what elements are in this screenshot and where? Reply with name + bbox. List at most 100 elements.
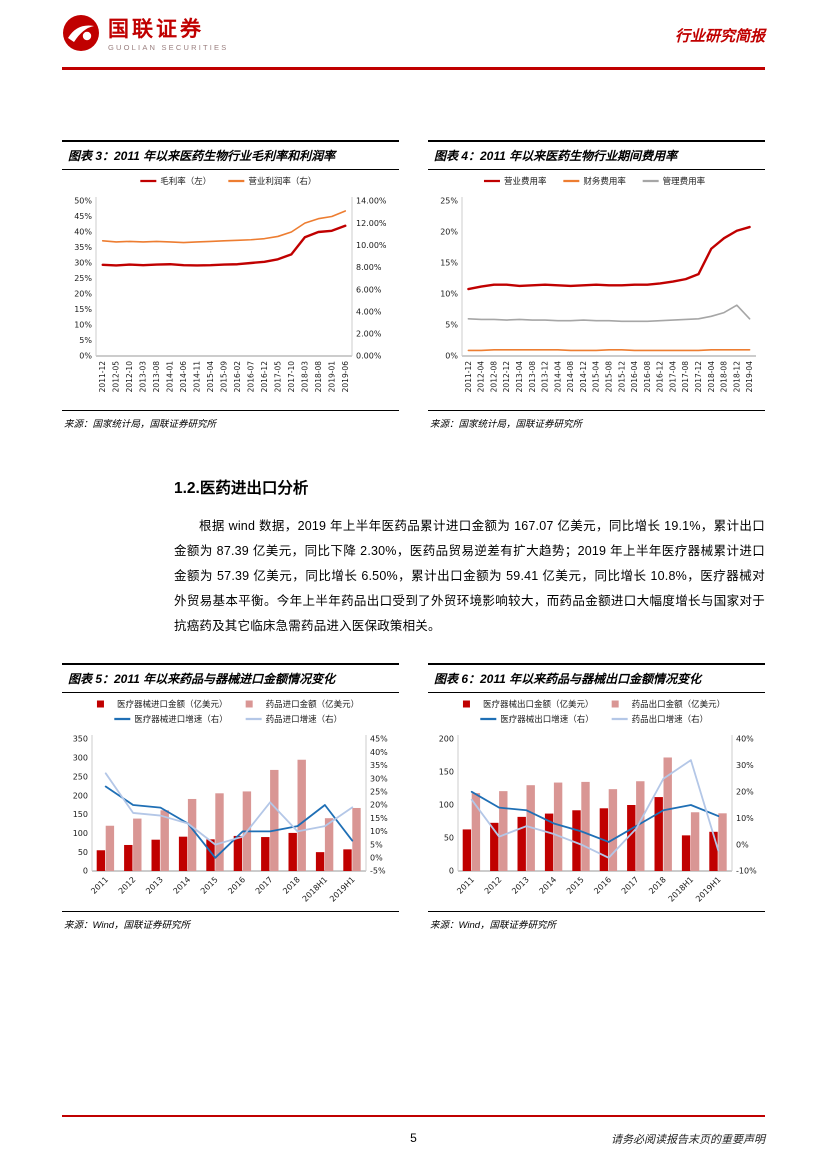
svg-text:2019-01: 2019-01 xyxy=(327,361,336,393)
svg-text:2017-05: 2017-05 xyxy=(273,361,282,393)
svg-text:25%: 25% xyxy=(440,197,458,206)
footer-rule xyxy=(62,1115,765,1117)
svg-text:2012: 2012 xyxy=(483,875,504,896)
svg-text:药品出口金额（亿美元）: 药品出口金额（亿美元） xyxy=(632,699,726,710)
svg-text:2012-05: 2012-05 xyxy=(112,361,121,393)
svg-text:2013-12: 2013-12 xyxy=(541,361,550,393)
svg-text:2016-12: 2016-12 xyxy=(260,361,269,393)
chart-4-title: 图表 4：2011 年以来医药生物行业期间费用率 xyxy=(428,140,765,170)
svg-text:45%: 45% xyxy=(74,212,92,221)
svg-text:医疗器械出口金额（亿美元）: 医疗器械出口金额（亿美元） xyxy=(483,699,594,710)
svg-text:200: 200 xyxy=(73,791,88,800)
svg-text:10%: 10% xyxy=(370,827,388,836)
svg-text:50: 50 xyxy=(444,834,454,843)
svg-text:管理费用率: 管理费用率 xyxy=(663,176,706,187)
svg-text:2018-12: 2018-12 xyxy=(732,361,741,393)
chart-3-canvas: 毛利率（左） 营业利润率（右） 0% 5% 10% 15% 20% 25% 30% 35% 40% 4… xyxy=(62,170,399,410)
page-footer: 5 请务必阅读报告末页的重要声明 xyxy=(62,1115,765,1149)
logo-subtitle: GUOLIAN SECURITIES xyxy=(108,43,229,53)
svg-text:2017: 2017 xyxy=(254,875,275,896)
svg-text:医疗器械进口金额（亿美元）: 医疗器械进口金额（亿美元） xyxy=(117,699,228,710)
svg-text:350: 350 xyxy=(73,735,88,744)
svg-text:2016-12: 2016-12 xyxy=(656,361,665,393)
chart-6-source: 来源：Wind，国联证券研究所 xyxy=(428,911,765,931)
svg-text:6.00%: 6.00% xyxy=(356,285,382,294)
svg-text:0: 0 xyxy=(83,867,88,876)
company-logo: 国联证券 GUOLIAN SECURITIES xyxy=(62,14,228,57)
chart-3-title: 图表 3：2011 年以来医药生物行业毛利率和利润率 xyxy=(62,140,399,170)
svg-text:2017-12: 2017-12 xyxy=(694,361,703,393)
svg-text:200: 200 xyxy=(439,735,454,744)
svg-text:营业费用率: 营业费用率 xyxy=(504,176,547,187)
svg-text:14.00%: 14.00% xyxy=(356,197,387,206)
chart-5-source: 来源：Wind，国联证券研究所 xyxy=(62,911,399,931)
svg-text:5%: 5% xyxy=(445,321,458,330)
report-type-label: 行业研究简报 xyxy=(674,28,765,45)
svg-text:2014-01: 2014-01 xyxy=(166,361,175,393)
svg-text:毛利率（左）: 毛利率（左） xyxy=(160,176,211,187)
chart-6-canvas: 医疗器械出口金额（亿美元） 药品出口金额（亿美元） 医疗器械出口增速（右） 药品出口增… xyxy=(428,693,765,911)
chart-4-canvas: 营业费用率 财务费用率 管理费用率 0% 5% 10% 15% 20% 25% 2011-12 20… xyxy=(428,170,765,410)
svg-text:10%: 10% xyxy=(440,290,458,299)
svg-text:0.00%: 0.00% xyxy=(356,352,382,361)
svg-text:2019H1: 2019H1 xyxy=(328,875,357,904)
charts-row-bottom: 图表 5：2011 年以来药品与器械进口金额情况变化 医疗器械进口金额（亿美元）… xyxy=(62,663,765,931)
chart-6-title: 图表 6：2011 年以来药品与器械出口金额情况变化 xyxy=(428,663,765,693)
svg-text:2016-02: 2016-02 xyxy=(233,361,242,393)
svg-text:20%: 20% xyxy=(370,801,388,810)
svg-text:2018H1: 2018H1 xyxy=(301,875,330,904)
svg-text:2017-10: 2017-10 xyxy=(287,361,296,393)
svg-text:2018-08: 2018-08 xyxy=(720,361,729,393)
svg-text:2018-08: 2018-08 xyxy=(314,361,323,393)
svg-text:2014-04: 2014-04 xyxy=(553,361,562,393)
svg-text:4.00%: 4.00% xyxy=(356,307,382,316)
svg-text:2013: 2013 xyxy=(510,875,531,896)
chart-3-plot: 毛利率（左） 营业利润率（右） 0% 5% 10% 15% 20% 25% 30% 35% 40% 4… xyxy=(74,176,387,393)
svg-text:2015: 2015 xyxy=(565,875,586,896)
logo-title: 国联证券 xyxy=(108,18,204,42)
svg-text:10.00%: 10.00% xyxy=(356,241,387,250)
svg-text:药品进口增速（右）: 药品进口增速（右） xyxy=(266,714,343,725)
svg-text:25%: 25% xyxy=(370,788,388,797)
svg-text:2019-04: 2019-04 xyxy=(745,361,754,393)
svg-text:2016: 2016 xyxy=(226,875,247,896)
chart-4-source: 来源：国家统计局，国联证券研究所 xyxy=(428,410,765,430)
svg-text:8.00%: 8.00% xyxy=(356,263,382,272)
svg-text:2.00%: 2.00% xyxy=(356,330,382,339)
svg-text:30%: 30% xyxy=(736,761,754,770)
svg-text:0%: 0% xyxy=(79,352,92,361)
svg-text:5%: 5% xyxy=(79,336,92,345)
svg-text:2012-10: 2012-10 xyxy=(125,361,134,393)
svg-text:2019H1: 2019H1 xyxy=(694,875,723,904)
svg-text:2015-12: 2015-12 xyxy=(617,361,626,393)
svg-text:10%: 10% xyxy=(74,321,92,330)
svg-text:2014: 2014 xyxy=(172,875,193,896)
svg-text:0%: 0% xyxy=(736,840,749,849)
svg-text:10%: 10% xyxy=(736,814,754,823)
chart-3-box: 图表 3：2011 年以来医药生物行业毛利率和利润率 毛利率（左） 营业利润率（右… xyxy=(62,140,399,430)
svg-text:2011: 2011 xyxy=(455,875,476,896)
svg-text:2014-08: 2014-08 xyxy=(566,361,575,393)
svg-text:2014: 2014 xyxy=(538,875,559,896)
chart-5-plot: 医疗器械进口金额（亿美元） 药品进口金额（亿美元） 医疗器械进口增速（右） 药品进口增… xyxy=(73,699,388,904)
svg-text:0%: 0% xyxy=(445,352,458,361)
svg-text:2012: 2012 xyxy=(117,875,138,896)
footer-disclaimer: 请务必阅读报告末页的重要声明 xyxy=(611,1134,765,1146)
svg-text:300: 300 xyxy=(73,754,88,763)
svg-text:5%: 5% xyxy=(370,840,383,849)
svg-text:2011-12: 2011-12 xyxy=(98,361,107,393)
chart-5-box: 图表 5：2011 年以来药品与器械进口金额情况变化 医疗器械进口金额（亿美元）… xyxy=(62,663,399,931)
svg-text:2017-08: 2017-08 xyxy=(681,361,690,393)
svg-text:50: 50 xyxy=(78,848,88,857)
chart-3-source: 来源：国家统计局，国联证券研究所 xyxy=(62,410,399,430)
svg-text:2017: 2017 xyxy=(620,875,641,896)
svg-text:药品出口增速（右）: 药品出口增速（右） xyxy=(632,714,709,725)
svg-text:2016-07: 2016-07 xyxy=(246,361,255,393)
svg-text:2013-04: 2013-04 xyxy=(515,361,524,393)
svg-text:营业利润率（右）: 营业利润率（右） xyxy=(248,176,316,187)
svg-text:25%: 25% xyxy=(74,274,92,283)
svg-text:50%: 50% xyxy=(74,197,92,206)
svg-text:2017-04: 2017-04 xyxy=(668,361,677,393)
svg-text:2016-04: 2016-04 xyxy=(630,361,639,393)
